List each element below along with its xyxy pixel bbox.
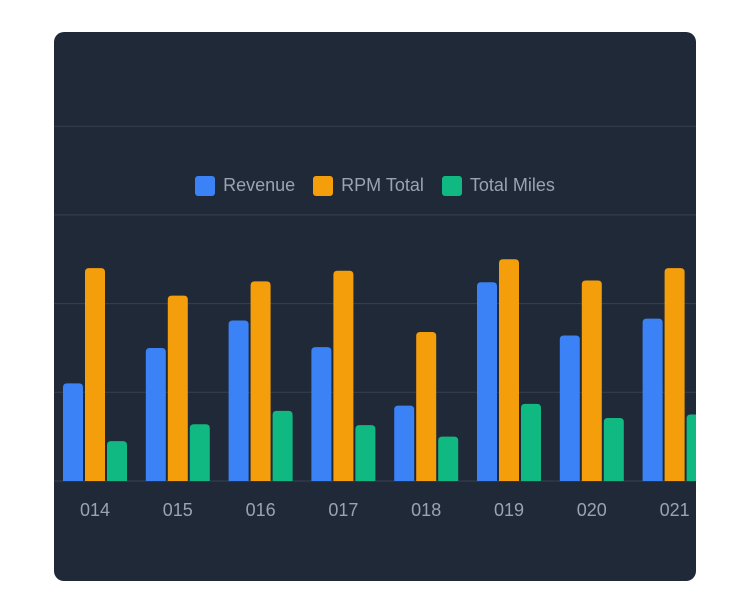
bar-total-miles-014[interactable] (107, 441, 127, 481)
bar-rpm-total-017[interactable] (333, 270, 354, 481)
legend-swatch-revenue (195, 175, 216, 196)
bar-rpm-total-018[interactable] (416, 331, 437, 481)
bar-revenue-015[interactable] (145, 347, 166, 481)
x-tick-label: 020 (577, 500, 607, 520)
legend-label-revenue: Revenue (223, 175, 296, 195)
bar-total-miles-020[interactable] (603, 418, 624, 481)
bar-rpm-total-020[interactable] (581, 280, 602, 481)
bar-chart: 014 015 016 017 018 019 020 021 (54, 125, 696, 520)
x-tick-label: 015 (163, 500, 193, 520)
bar-total-miles-016[interactable] (272, 410, 293, 481)
x-tick-label: 021 (660, 500, 690, 520)
bars (63, 259, 696, 481)
bar-total-miles-021[interactable] (686, 414, 696, 481)
bar-total-miles-017[interactable] (355, 425, 376, 481)
legend-swatch-total-miles (441, 175, 462, 196)
x-tick-label: 017 (328, 500, 358, 520)
bar-rpm-total-021[interactable] (664, 268, 685, 481)
legend-item-rpm-total[interactable]: RPM Total (313, 175, 424, 196)
bar-rpm-total-019[interactable] (499, 259, 519, 481)
bar-rpm-total-016[interactable] (250, 281, 271, 481)
legend-label-rpm-total: RPM Total (341, 175, 424, 195)
bar-rpm-total-015[interactable] (167, 295, 188, 481)
bar-revenue-018[interactable] (394, 405, 415, 481)
bar-total-miles-018[interactable] (438, 436, 459, 481)
x-tick-label: 019 (494, 500, 524, 520)
bar-revenue-017[interactable] (311, 347, 332, 481)
legend-item-revenue[interactable]: Revenue (195, 175, 295, 196)
x-tick-label: 014 (80, 500, 110, 520)
legend-label-total-miles: Total Miles (469, 175, 555, 195)
x-tick-label: 018 (411, 500, 441, 520)
bar-total-miles-019[interactable] (521, 403, 541, 481)
chart-card: 014 015 016 017 018 019 020 021 Revenue RPM Tot… (54, 32, 696, 581)
bar-revenue-016[interactable] (228, 320, 249, 481)
legend: Revenue RPM Total Total Miles (54, 175, 696, 196)
bar-rpm-total-014[interactable] (85, 268, 105, 481)
bar-revenue-019[interactable] (477, 282, 497, 481)
bar-total-miles-015[interactable] (189, 424, 210, 481)
bar-revenue-021[interactable] (642, 318, 663, 481)
x-axis-ticks: 014 015 016 017 018 019 020 021 (80, 500, 690, 520)
legend-item-total-miles[interactable]: Total Miles (441, 175, 555, 196)
x-tick-label: 016 (246, 500, 276, 520)
bar-revenue-014[interactable] (63, 383, 83, 481)
legend-swatch-rpm-total (313, 175, 334, 196)
bar-revenue-020[interactable] (559, 335, 580, 481)
